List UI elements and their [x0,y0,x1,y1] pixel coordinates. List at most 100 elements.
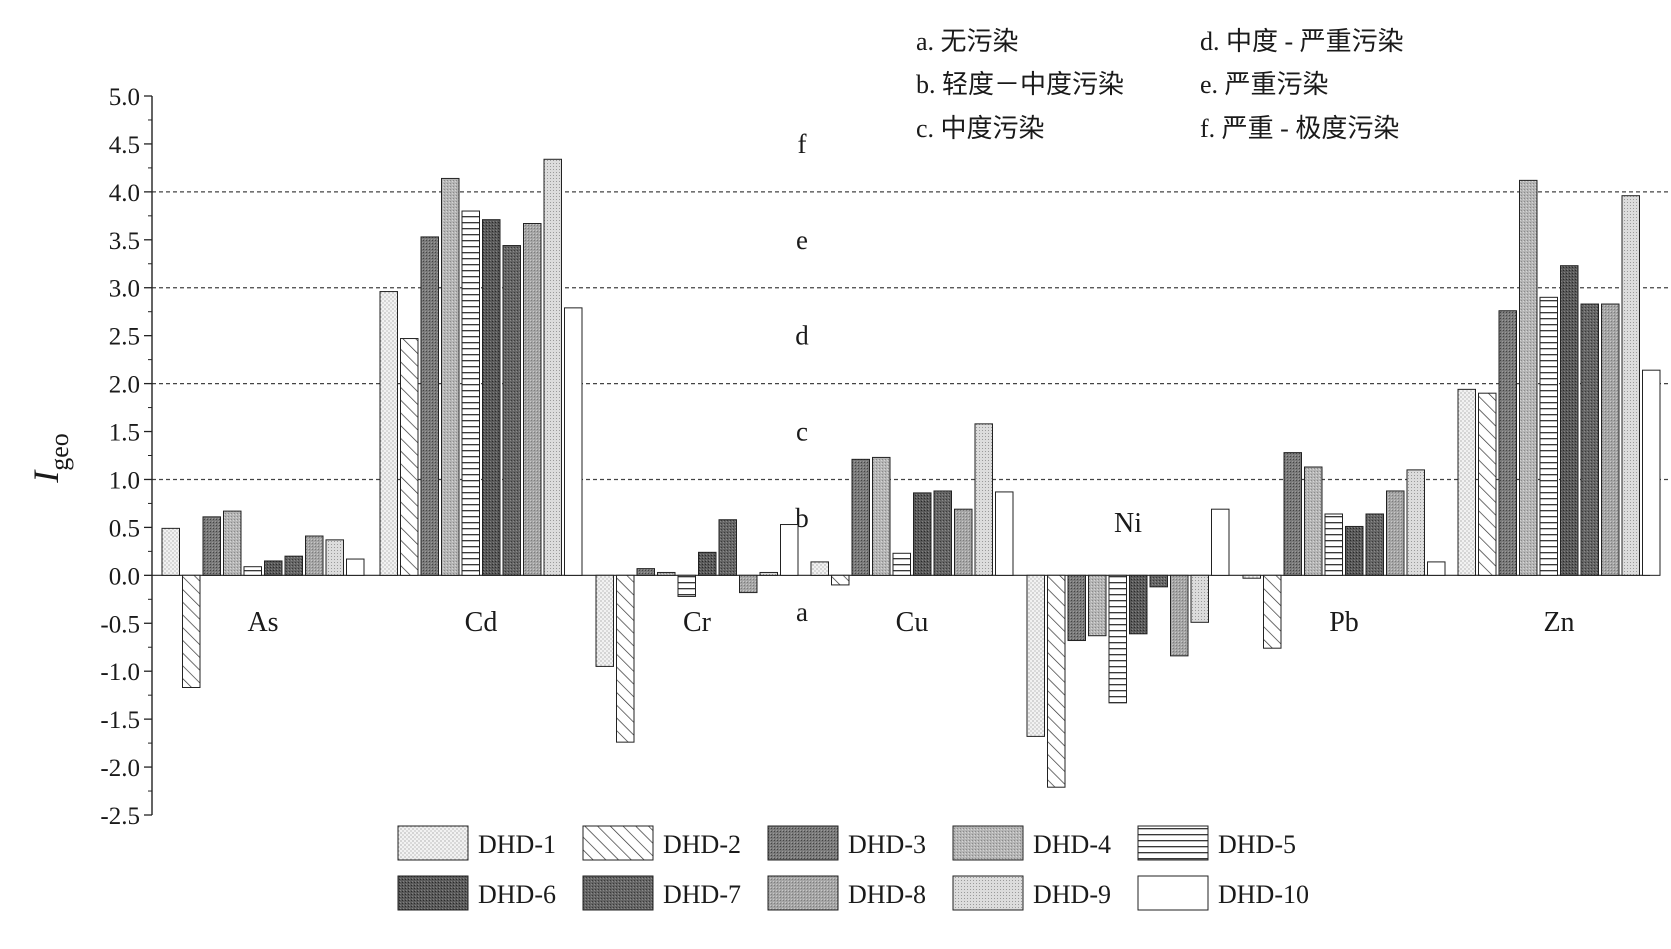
y-tick-label: 2.0 [109,372,140,399]
y-tick-label: 3.0 [109,276,140,303]
legend-label-dhd-9: DHD-9 [1033,880,1111,909]
bar-pb-dhd-1 [1242,574,1261,579]
bar-cd-dhd-3 [420,236,439,576]
bar-pb-dhd-9 [1406,469,1425,576]
legend-label-dhd-7: DHD-7 [663,880,741,909]
bar-cd-dhd-2 [400,338,419,576]
bar-zn-dhd-9 [1621,195,1640,576]
bar-zn-dhd-8 [1601,303,1620,576]
pollution-class-e: e. 严重污染 [1200,70,1329,99]
bar-ni-dhd-7 [1149,574,1168,588]
y-tick-label: 4.5 [109,132,140,159]
zone-label-a: a [796,597,808,627]
bar-pb-dhd-2 [1263,574,1282,649]
bar-zn-dhd-3 [1498,310,1517,576]
legend-swatch-dhd-2 [582,825,654,861]
bar-cr-dhd-1 [595,574,614,667]
bar-as-dhd-8 [305,535,324,576]
bar-as-dhd-5 [243,566,262,576]
bar-zn-dhd-7 [1580,303,1599,576]
y-tick-label: 1.0 [109,467,140,494]
bar-ni-dhd-4 [1088,574,1107,637]
bar-pb-dhd-8 [1386,490,1405,576]
series-legend: DHD-1 DHD-2 DHD-3 DHD-4 DHD-5 DHD-6 DHD-7 DHD-8… [397,825,1309,911]
legend-swatch-dhd-1 [397,825,469,861]
bar-as-dhd-4 [223,510,242,576]
bar-cd-dhd-8 [523,223,542,576]
y-tick-label: -2.0 [100,755,140,782]
bar-zn-dhd-4 [1519,179,1538,576]
bar-cr-dhd-3 [636,568,655,576]
bar-cr-dhd-2 [616,574,635,743]
bar-zn-dhd-6 [1560,265,1579,576]
bar-cd-dhd-5 [461,210,480,576]
y-tick-label: 1.5 [109,420,140,447]
category-label-pb: Pb [1329,607,1359,638]
category-label-ni: Ni [1114,508,1142,539]
bar-cu-dhd-3 [851,458,870,576]
zone-label-f: f [798,129,807,159]
bar-ni-dhd-8 [1170,574,1189,657]
y-axis: 5.0 4.5 4.0 3.5 3.0 2.5 2.0 1.5 1.0 0.5 0.0 -0.5 -1.… [100,84,153,830]
legend-label-dhd-6: DHD-6 [478,880,556,909]
bar-zn-dhd-10 [1642,369,1661,576]
zone-label-e: e [796,225,808,255]
zone-label-c: c [796,417,808,447]
bar-cr-dhd-7 [718,519,737,576]
legend-swatch-dhd-3 [767,825,839,861]
pollution-class-f: f. 严重 - 极度污染 [1200,114,1399,143]
bar-cu-dhd-9 [974,423,993,576]
bar-as-dhd-1 [161,527,180,576]
legend-swatch-dhd-10 [1137,875,1209,911]
bar-ni-dhd-1 [1026,574,1045,737]
bar-cu-dhd-10 [995,491,1014,576]
y-tick-label: -2.5 [100,803,140,830]
y-tick-label: -0.5 [100,611,140,638]
bar-cd-dhd-4 [441,177,460,576]
bar-cu-dhd-8 [954,508,973,576]
pollution-class-d: d. 中度 - 严重污染 [1200,27,1404,56]
y-tick-label: 4.0 [109,180,140,207]
bar-pb-dhd-5 [1324,513,1343,576]
legend-swatch-dhd-8 [767,875,839,911]
legend-label-dhd-2: DHD-2 [663,830,741,859]
legend-label-dhd-8: DHD-8 [848,880,926,909]
legend-swatch-dhd-7 [582,875,654,911]
y-tick-label: -1.5 [100,707,140,734]
bar-as-dhd-7 [284,555,303,576]
bar-cr-dhd-6 [698,551,717,576]
bar-cr-dhd-5 [677,574,696,597]
bar-zn-dhd-2 [1478,392,1497,576]
y-tick-label: 0.5 [109,515,140,542]
legend-swatch-dhd-5 [1137,825,1209,861]
bar-cu-dhd-4 [872,456,891,576]
threshold-lines [152,191,1668,576]
bar-cu-dhd-6 [913,492,932,576]
category-label-cu: Cu [896,607,929,638]
legend-label-dhd-1: DHD-1 [478,830,556,859]
bar-cd-dhd-10 [564,307,583,576]
bar-cd-dhd-9 [543,158,562,576]
zone-label-b: b [795,503,809,533]
bar-as-dhd-10 [346,558,365,576]
bar-pb-dhd-4 [1304,466,1323,576]
legend-swatch-dhd-6 [397,875,469,911]
category-label-zn: Zn [1543,607,1574,638]
bar-cr-dhd-9 [759,571,778,576]
legend-swatch-dhd-9 [952,875,1024,911]
bar-ni-dhd-9 [1190,574,1209,623]
bar-cd-dhd-7 [502,245,521,576]
y-tick-label: 2.5 [109,324,140,351]
bar-as-dhd-9 [325,539,344,576]
bar-ni-dhd-2 [1047,574,1066,788]
bar-pb-dhd-6 [1345,525,1364,576]
bar-cu-dhd-1 [810,561,829,576]
category-label-as: As [247,607,278,638]
bar-ni-dhd-3 [1067,574,1086,642]
bar-cr-dhd-4 [657,571,676,576]
y-axis-title-subscript: geo [45,433,74,471]
svg-text:Igeo: Igeo [26,433,74,484]
legend-label-dhd-4: DHD-4 [1033,830,1111,859]
legend-label-dhd-10: DHD-10 [1218,880,1309,909]
